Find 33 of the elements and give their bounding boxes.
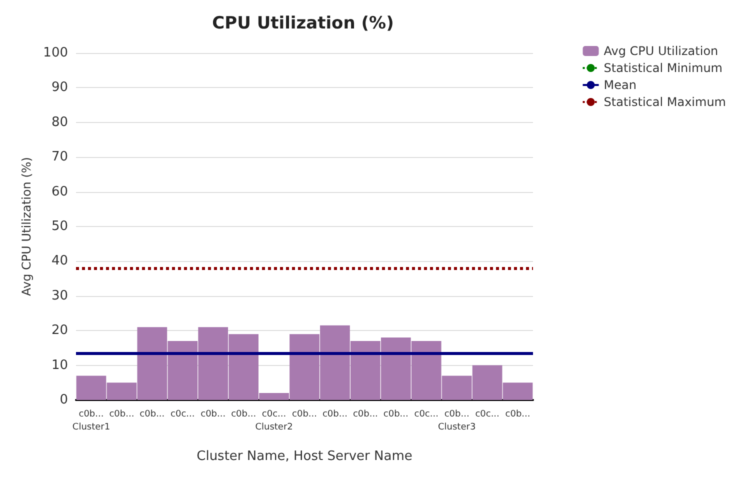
x-tick-label: c0c... [170,410,195,420]
legend-label: Statistical Minimum [604,61,722,75]
x-tick-label: c0b... [109,410,134,420]
y-tick-label: 70 [51,150,68,165]
y-tick-label: 80 [51,114,68,130]
x-tick-label: c0b... [352,410,378,420]
x-tick-label: c0b... [322,410,348,420]
y-tick-label: 60 [51,184,68,200]
x-tick-label: c0c... [475,410,500,420]
y-tick-label: 30 [51,288,68,304]
chart-title: CPU Utilization (%) [212,14,394,34]
x-tick-label: c0b... [292,410,317,420]
legend-label: Mean [604,78,636,92]
y-tick-label: 20 [51,323,68,338]
x-tick-label: c0b... [505,410,530,420]
x-tick-label: c0c... Cluster2 [255,410,293,432]
legend-label: Avg CPU Utilization [604,44,718,58]
y-tick-label: 0 [60,392,68,408]
y-tick-label: 40 [51,254,68,269]
y-axis-title: Avg CPU Utilization (%) [19,157,34,296]
y-tick-label: 90 [51,80,68,96]
x-tick-label: c0b... [140,410,165,420]
x-tick-label: c0b... Cluster3 [438,410,476,432]
x-tick-label: c0b... [200,410,226,420]
x-axis-title: Cluster Name, Host Server Name [196,449,412,464]
x-tick-label: c0b... [231,410,256,420]
legend-label: Statistical Maximum [604,95,726,109]
y-tick-label: 100 [43,46,68,60]
x-tick-label: c0b... Cluster1 [72,410,110,432]
x-tick-label: c0c... [414,410,438,420]
x-tick-label: c0b... [383,410,408,420]
y-tick-label: 50 [51,219,68,234]
y-tick-label: 10 [51,358,68,373]
